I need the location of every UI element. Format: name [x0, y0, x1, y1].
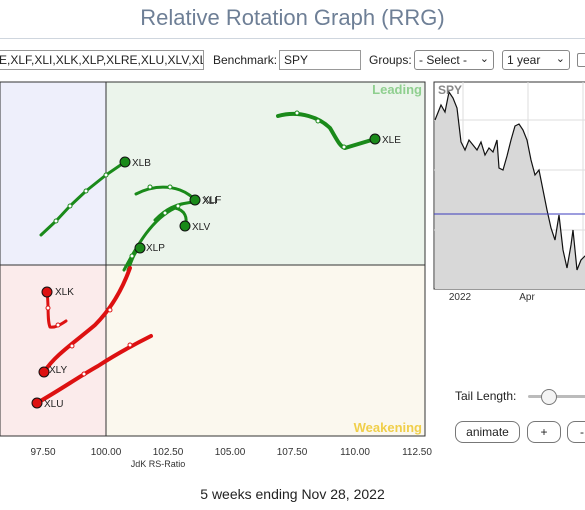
tail-point [83, 188, 89, 194]
x-tick-label: 105.00 [215, 447, 246, 458]
tail-point [81, 371, 87, 377]
tail-point [69, 343, 75, 349]
tail-point [53, 218, 59, 224]
quadrant-leading [106, 82, 425, 265]
x-tick-label: 107.50 [277, 447, 308, 458]
head-xle [369, 133, 381, 145]
label-xlv: XLV [192, 222, 210, 233]
period-select-value: 1 year [507, 53, 541, 67]
sector-labels: XLE XLB XLI XLF XLV XLP XLK XLY XLU [44, 135, 401, 410]
label-xlk: XLK [55, 287, 74, 298]
tail-length-label: Tail Length: [455, 389, 517, 403]
spy-price-area [435, 92, 585, 289]
x-tick-label: 100.00 [91, 447, 122, 458]
head-xli [189, 194, 201, 206]
tail-point [315, 118, 321, 124]
tail-points [53, 110, 347, 259]
quadrant-improving [0, 82, 106, 265]
tail-point [294, 110, 300, 116]
tail-point [175, 203, 181, 209]
tail-xlk [45, 290, 68, 329]
tail-points-red [45, 305, 133, 377]
x-tick-label: 110.00 [340, 447, 370, 458]
spy-price-chart: SPY 2022 Apr [433, 81, 585, 303]
plot-border [0, 81, 426, 437]
spy-price-line [434, 90, 585, 271]
head-xlk [41, 286, 53, 298]
tail-point [341, 144, 347, 150]
period-caption: 5 weeks ending Nov 28, 2022 [200, 486, 385, 502]
tail-xlu [35, 334, 153, 405]
x-axis-title: JdK RS-Ratio [131, 459, 186, 469]
label-xlf: XLF [203, 195, 221, 206]
tail-point [162, 210, 168, 216]
tail-point [127, 342, 133, 348]
animate-button[interactable]: animate [455, 421, 520, 443]
page-title: Relative Rotation Graph (RRG) [140, 5, 445, 30]
x-tick-labels: 97.50 100.00 102.50 105.00 107.50 110.00… [30, 447, 432, 458]
head-xlb [119, 156, 131, 168]
label-xli: XLI [202, 196, 217, 207]
sector-heads [31, 133, 381, 409]
tail-xlv [122, 206, 188, 272]
spy-label: SPY [438, 83, 462, 97]
head-xlu [31, 397, 43, 409]
benchmark-label: Benchmark: [213, 53, 278, 67]
x-tick-label: 112.50 [402, 447, 432, 458]
period-select[interactable]: 1 year ⌄ [502, 50, 570, 70]
tail-point [107, 307, 113, 313]
label-xle: XLE [382, 135, 401, 146]
tail-xlb [39, 160, 127, 237]
tail-point [129, 253, 135, 259]
quadrant-label-leading: Leading [372, 82, 422, 97]
groups-select[interactable]: - Select - ⌄ [414, 50, 494, 70]
title-divider [0, 38, 585, 39]
benchmark-input[interactable]: SPY [279, 50, 361, 70]
spy-x-tick: 2022 [449, 292, 472, 303]
spy-x-tick: Apr [519, 292, 535, 303]
tickers-input[interactable]: E,XLF,XLI,XLK,XLP,XLRE,XLU,XLV,XL [0, 50, 204, 70]
head-xlp [134, 242, 146, 254]
head-xlv [179, 220, 191, 232]
tail-length-slider-handle[interactable] [541, 389, 557, 405]
head-xly [38, 366, 50, 378]
zoom-out-button[interactable]: - [567, 421, 585, 443]
tail-point [167, 184, 173, 190]
tail-point [45, 305, 51, 311]
tail-point [103, 172, 109, 178]
rrg-chart: Leading Weakening 97.50 100.00 102.50 10… [0, 81, 432, 469]
label-xlu: XLU [44, 399, 63, 410]
label-xly: XLY [49, 365, 67, 376]
quadrant-label-weakening: Weakening [354, 420, 422, 435]
groups-select-value: - Select - [419, 53, 468, 67]
tail-xly [42, 266, 132, 374]
tail-point [147, 184, 153, 190]
quadrant-weakening [106, 265, 425, 436]
zoom-in-button[interactable]: + [527, 421, 561, 443]
groups-label: Groups: [369, 53, 412, 67]
chevron-down-icon: ⌄ [555, 53, 565, 65]
label-xlb: XLB [132, 158, 151, 169]
tail-point [55, 322, 61, 328]
quadrant-lagging [0, 265, 106, 436]
label-xlp: XLP [146, 243, 165, 254]
chevron-down-icon: ⌄ [479, 53, 489, 65]
x-tick-label: 97.50 [30, 447, 55, 458]
option-checkbox[interactable] [577, 53, 585, 67]
control-bar: E,XLF,XLI,XLK,XLP,XLRE,XLU,XLV,XL Benchm… [0, 48, 585, 74]
tail-point [67, 203, 73, 209]
x-tick-label: 102.50 [153, 447, 184, 458]
